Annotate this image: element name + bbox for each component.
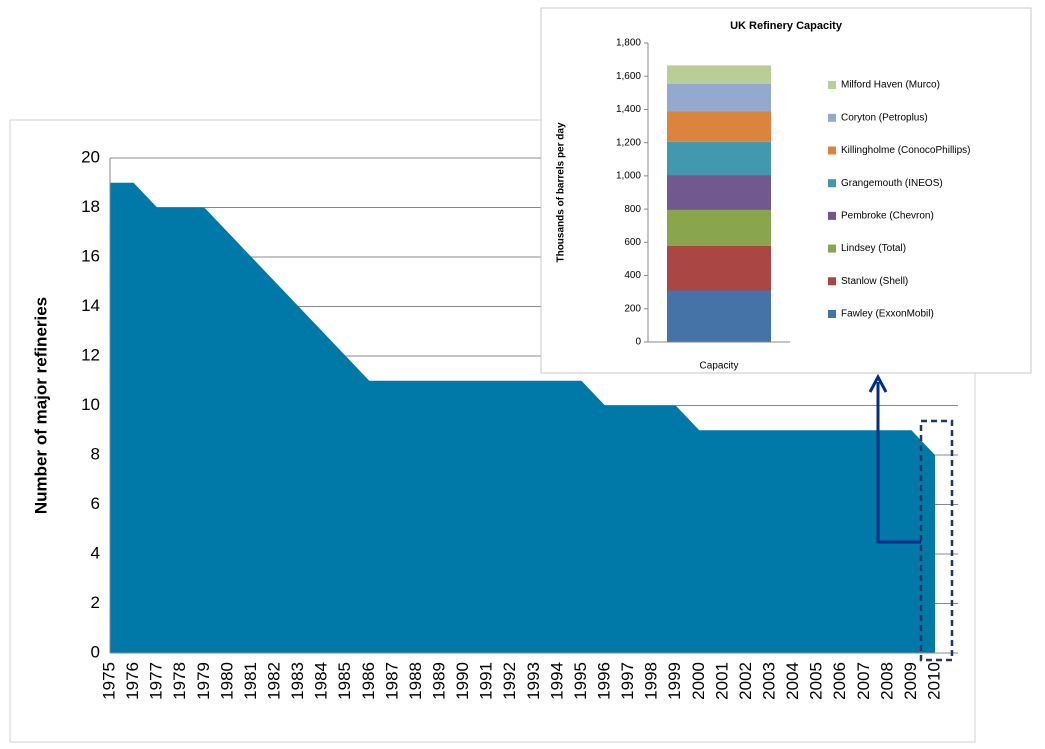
y-tick-label: 1,000 [616, 171, 641, 182]
legend-swatch [828, 179, 836, 188]
x-tick-label: 1985 [335, 662, 354, 700]
legend-swatch [828, 113, 836, 122]
y-axis-title: Number of major refineries [31, 297, 50, 514]
x-tick-label: 1993 [524, 662, 543, 700]
x-tick-label: 2000 [689, 662, 708, 700]
bar-segment [667, 209, 771, 246]
area [110, 182, 935, 653]
legend-label: Coryton (Petroplus) [841, 112, 928, 123]
legend-label: Lindsey (Total) [841, 243, 906, 254]
arrow-head [868, 373, 888, 393]
x-tick-label: 2009 [901, 662, 920, 700]
legend-swatch [828, 277, 836, 286]
y-tick-label: 12 [81, 345, 100, 364]
bar-segment [667, 141, 771, 176]
x-tick-label: 1975 [99, 662, 118, 700]
y-tick-label: 1,600 [616, 71, 641, 82]
x-tick-label: 1978 [170, 662, 189, 700]
x-tick-label: 2003 [759, 662, 778, 700]
arrow [876, 382, 921, 544]
x-tick-label: 1986 [359, 662, 378, 700]
y-axis-title: Thousands of barrels per day [556, 122, 567, 262]
y-tick-label: 400 [624, 270, 641, 281]
x-tick-label: 1990 [453, 662, 472, 700]
y-tick-label: 18 [81, 197, 100, 216]
x-tick-label: 1999 [665, 662, 684, 700]
legend-label: Pembroke (Chevron) [841, 211, 934, 222]
x-tick-label: 2010 [924, 662, 943, 700]
y-tick-label: 14 [81, 296, 100, 315]
legend-swatch [828, 211, 836, 220]
y-tick-label: 1,400 [616, 104, 641, 115]
x-tick-label: 1977 [147, 662, 166, 700]
x-tick-label: 2001 [712, 662, 731, 700]
legend-label: Stanlow (Shell) [841, 276, 908, 287]
inset-frame [540, 7, 1032, 374]
legend-label: Killingholme (ConocoPhillips) [841, 145, 971, 156]
legend-swatch [828, 244, 836, 253]
x-tick-label: 2004 [783, 662, 802, 700]
legend-label: Milford Haven (Murco) [841, 80, 940, 91]
x-tick-label: 1980 [217, 662, 236, 700]
legend-label: Fawley (ExxonMobil) [841, 309, 934, 320]
x-tick-label: 1983 [288, 662, 307, 700]
bar-segment [667, 175, 771, 210]
x-tick-label: 1994 [547, 662, 566, 700]
x-tick-label: 2008 [877, 662, 896, 700]
x-tick-label: Capacity [700, 361, 739, 372]
y-tick-label: 0 [635, 337, 641, 348]
x-tick-label: 1981 [241, 662, 260, 700]
y-tick-label: 8 [91, 444, 100, 463]
y-tick-label: 4 [91, 543, 100, 562]
bar-segment [667, 245, 771, 291]
bar-segment [667, 290, 771, 342]
x-tick-label: 1998 [642, 662, 661, 700]
x-tick-label: 1991 [477, 662, 496, 700]
legend-swatch [828, 81, 836, 90]
inset-chart: UK Refinery Capacity 0 200 400 600 800 1,000 1,… [556, 20, 971, 372]
x-tick-label: 1989 [429, 662, 448, 700]
chart-title: UK Refinery Capacity [730, 20, 843, 32]
y-tick-label: 6 [91, 494, 100, 513]
x-tick-label: 1982 [264, 662, 283, 700]
legend-swatch [828, 310, 836, 318]
bar-segment [667, 65, 771, 84]
bar-segment [667, 83, 771, 112]
x-tick-label: 1976 [123, 662, 142, 700]
y-tick-label: 10 [81, 395, 100, 414]
y-tick-label: 0 [91, 642, 100, 661]
legend-swatch [828, 146, 836, 155]
x-tick-label: 1979 [194, 662, 213, 700]
y-tick-label: 1,200 [616, 137, 641, 148]
x-tick-label: 2005 [807, 662, 826, 700]
x-tick-label: 2007 [854, 662, 873, 700]
x-tick-label: 1997 [618, 662, 637, 700]
x-tick-label: 2002 [736, 662, 755, 700]
y-tick-label: 2 [91, 593, 100, 612]
x-tick-label: 1996 [594, 662, 613, 700]
x-tick-label: 1995 [571, 662, 590, 700]
x-tick-label: 1984 [312, 662, 331, 700]
x-tick-label: 1988 [406, 662, 425, 700]
y-tick-label: 600 [624, 237, 641, 248]
y-tick-label: 200 [624, 303, 641, 314]
legend-label: Grangemouth (INEOS) [841, 178, 943, 189]
y-tick-label: 800 [624, 204, 641, 215]
y-tick-label: 20 [81, 147, 100, 166]
x-tick-label: 1992 [500, 662, 519, 700]
x-tick-label: 2006 [830, 662, 849, 700]
bar-segment [667, 111, 771, 142]
y-tick-label: 1,800 [616, 38, 641, 49]
x-tick-label: 1987 [382, 662, 401, 700]
y-tick-label: 16 [81, 246, 100, 265]
